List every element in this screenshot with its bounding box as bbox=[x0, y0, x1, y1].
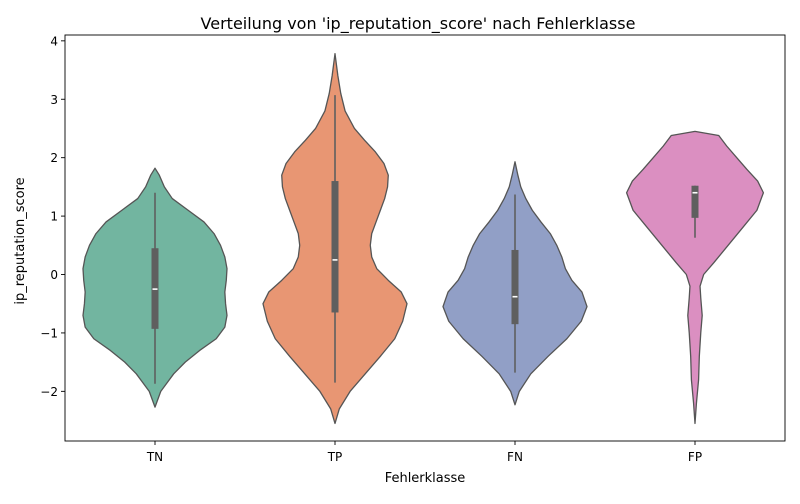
x-axis-ticks: TN TP FN FP bbox=[146, 441, 702, 464]
violins-layer bbox=[82, 53, 765, 425]
iqr-box-fn bbox=[511, 249, 519, 325]
y-axis-ticks: −2 −1 0 1 2 3 4 bbox=[40, 34, 65, 399]
violin-body-fp bbox=[625, 130, 765, 425]
x-tick-label-tn: TN bbox=[146, 450, 163, 464]
y-tick-label-neg1: −1 bbox=[40, 326, 58, 340]
y-tick-label-1: 1 bbox=[50, 210, 58, 224]
violin-tn bbox=[82, 167, 228, 408]
y-tick-label-3: 3 bbox=[50, 93, 58, 107]
chart-title: Verteilung von 'ip_reputation_score' nac… bbox=[201, 14, 636, 34]
y-axis-label: ip_reputation_score bbox=[13, 177, 28, 304]
y-tick-label-2: 2 bbox=[50, 151, 58, 165]
x-tick-label-tp: TP bbox=[327, 450, 343, 464]
y-tick-label-neg2: −2 bbox=[40, 385, 58, 399]
plot-frame bbox=[64, 34, 786, 442]
violin-fn bbox=[442, 161, 588, 406]
x-tick-label-fn: FN bbox=[507, 450, 523, 464]
iqr-box-fp bbox=[691, 185, 699, 218]
violin-tp bbox=[262, 53, 408, 425]
violin-fp bbox=[625, 130, 765, 425]
y-tick-label-0: 0 bbox=[50, 268, 58, 282]
y-tick-label-4: 4 bbox=[50, 34, 58, 48]
x-tick-label-fp: FP bbox=[688, 450, 702, 464]
iqr-box-tp bbox=[331, 181, 339, 313]
x-axis-label: Fehlerklasse bbox=[385, 471, 466, 486]
